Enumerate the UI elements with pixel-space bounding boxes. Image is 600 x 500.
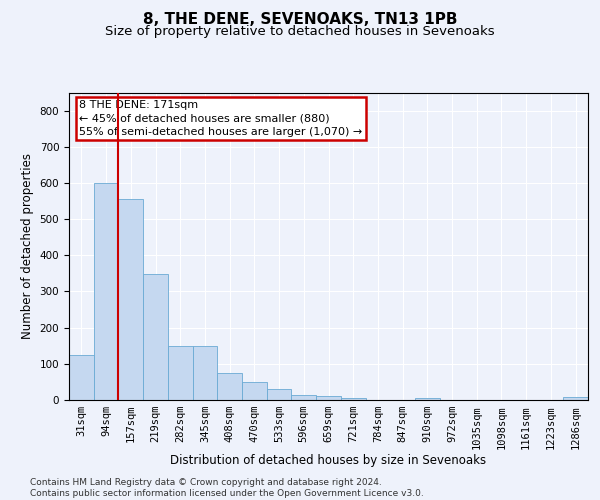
Bar bbox=[168, 346, 193, 400]
Bar bbox=[292, 394, 316, 400]
Bar bbox=[217, 373, 242, 400]
Bar bbox=[242, 382, 267, 400]
Bar bbox=[415, 398, 440, 400]
Text: 8 THE DENE: 171sqm
← 45% of detached houses are smaller (880)
55% of semi-detach: 8 THE DENE: 171sqm ← 45% of detached hou… bbox=[79, 100, 362, 136]
Bar bbox=[193, 346, 217, 400]
Bar bbox=[316, 396, 341, 400]
Bar bbox=[267, 389, 292, 400]
Y-axis label: Number of detached properties: Number of detached properties bbox=[21, 153, 34, 339]
Text: Size of property relative to detached houses in Sevenoaks: Size of property relative to detached ho… bbox=[105, 25, 495, 38]
Bar bbox=[69, 355, 94, 400]
Text: Contains HM Land Registry data © Crown copyright and database right 2024.
Contai: Contains HM Land Registry data © Crown c… bbox=[30, 478, 424, 498]
Text: 8, THE DENE, SEVENOAKS, TN13 1PB: 8, THE DENE, SEVENOAKS, TN13 1PB bbox=[143, 12, 457, 28]
Bar bbox=[118, 199, 143, 400]
Bar bbox=[341, 398, 365, 400]
Bar bbox=[143, 274, 168, 400]
Bar bbox=[94, 183, 118, 400]
X-axis label: Distribution of detached houses by size in Sevenoaks: Distribution of detached houses by size … bbox=[170, 454, 487, 467]
Bar bbox=[563, 397, 588, 400]
